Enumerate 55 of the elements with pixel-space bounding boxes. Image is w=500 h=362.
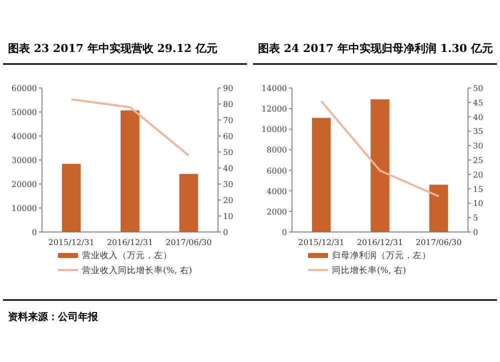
legend-label: 同比增长率(%, 右) [332, 265, 406, 276]
y-tick-label: 60000 [12, 84, 37, 93]
y2-tick-label: 20 [223, 196, 234, 205]
bar [179, 174, 198, 232]
legend-label: 营业收入（万元，左） [82, 250, 172, 261]
y2-tick-label: 10 [473, 199, 484, 208]
y-tick-label: 30000 [12, 156, 37, 165]
legend-label: 营业收入同比增长率(%, 右) [82, 265, 192, 276]
y-tick-label: 0 [32, 228, 37, 237]
y-tick-label: 50000 [12, 108, 37, 117]
x-tick-label: 2017/06/30 [416, 238, 462, 247]
y-tick-label: 0 [282, 228, 287, 237]
chart-title: 图表 23 2017 年中实现营收 29.12 亿元 [8, 42, 218, 55]
text: 资料来源：公司年报 [8, 311, 99, 323]
y-tick-label: 40000 [12, 132, 37, 141]
y-tick-label: 6000 [266, 166, 287, 176]
y2-tick-label: 90 [223, 84, 234, 93]
y2-tick-label: 30 [223, 180, 234, 189]
y2-tick-label: 60 [223, 132, 234, 141]
x-tick-label: 2015/12/31 [48, 238, 94, 247]
x-tick-label: 2016/12/31 [356, 238, 404, 247]
y2-tick-label: 0 [223, 228, 228, 237]
bar [62, 164, 81, 232]
y-tick-label: 14000 [262, 84, 287, 93]
y2-tick-label: 20 [473, 170, 484, 180]
x-tick-label: 2017/06/30 [166, 238, 212, 247]
y2-tick-label: 10 [223, 212, 234, 221]
legend-label: 归母净利润（万元，左） [332, 250, 431, 261]
y-tick-label: 10000 [12, 204, 37, 213]
y-tick-label: 20000 [12, 180, 37, 189]
y-tick-label: 4000 [266, 186, 287, 196]
y2-tick-label: 0 [473, 228, 478, 237]
y2-tick-label: 50 [223, 148, 234, 157]
chart-title: 图表 24 2017 年中实现归母净利润 1.30 亿元 [258, 42, 493, 55]
bar [120, 110, 140, 232]
y2-tick-label: 70 [223, 116, 234, 125]
bar [312, 118, 331, 232]
y2-tick-label: 35 [473, 127, 484, 136]
bar [429, 184, 448, 232]
y2-tick-label: 5 [473, 214, 478, 223]
y2-tick-label: 50 [473, 84, 484, 93]
y-tick-label: 12000 [262, 104, 287, 114]
x-tick-label: 2016/12/31 [106, 238, 154, 247]
y-tick-label: 8000 [266, 146, 287, 155]
bar [370, 99, 390, 232]
y2-tick-label: 40 [473, 112, 484, 122]
y2-tick-label: 25 [473, 156, 484, 165]
y2-tick-label: 30 [473, 142, 484, 151]
y-tick-label: 10000 [262, 125, 287, 134]
x-tick-label: 2015/12/31 [298, 238, 344, 247]
y2-tick-label: 80 [223, 100, 234, 109]
y2-tick-label: 40 [223, 164, 234, 173]
y2-tick-label: 15 [473, 184, 484, 194]
y2-tick-label: 45 [473, 98, 484, 108]
y-tick-label: 2000 [266, 207, 287, 216]
